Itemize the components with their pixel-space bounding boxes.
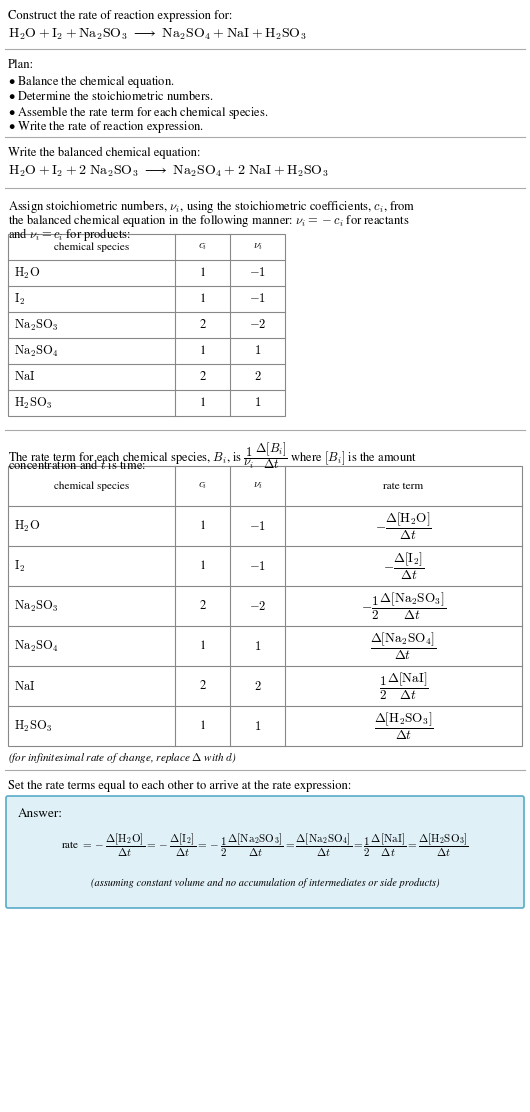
Text: Assign stoichiometric numbers, $\nu_i$, using the stoichiometric coefficients, $: Assign stoichiometric numbers, $\nu_i$, … xyxy=(8,198,416,215)
Text: 1: 1 xyxy=(199,560,206,572)
Text: $\mathrm{H_2O + I_2 + 2\ Na_2SO_3 \ \longrightarrow \ Na_2SO_4 + 2\ NaI + H_2SO_: $\mathrm{H_2O + I_2 + 2\ Na_2SO_3 \ \lon… xyxy=(8,163,329,179)
Text: 1: 1 xyxy=(199,294,206,305)
Text: rate term: rate term xyxy=(383,481,423,490)
Text: $\mathrm{Na_2SO_3}$: $\mathrm{Na_2SO_3}$ xyxy=(14,317,58,332)
Text: $\mathrm{H_2O + I_2 + Na_2SO_3 \ \longrightarrow \ Na_2SO_4 + NaI + H_2SO_3}$: $\mathrm{H_2O + I_2 + Na_2SO_3 \ \longri… xyxy=(8,27,306,42)
Text: $c_i$: $c_i$ xyxy=(198,241,207,252)
Text: 2: 2 xyxy=(199,319,206,331)
Text: 1: 1 xyxy=(199,397,206,409)
Text: $-1$: $-1$ xyxy=(249,267,266,279)
Text: $1$: $1$ xyxy=(254,719,261,733)
Text: $-2$: $-2$ xyxy=(249,599,266,613)
Text: $-\dfrac{1}{2}\dfrac{\Delta[\mathrm{Na_2SO_3}]}{\Delta t}$: $-\dfrac{1}{2}\dfrac{\Delta[\mathrm{Na_2… xyxy=(361,590,446,622)
Text: $2$: $2$ xyxy=(254,370,261,384)
Text: $\mathrm{I_2}$: $\mathrm{I_2}$ xyxy=(14,291,25,307)
Text: $-1$: $-1$ xyxy=(249,519,266,533)
Text: $\mathrm{I_2}$: $\mathrm{I_2}$ xyxy=(14,558,25,574)
FancyBboxPatch shape xyxy=(6,796,524,909)
Text: 1: 1 xyxy=(199,641,206,652)
Text: $\bullet$ Write the rate of reaction expression.: $\bullet$ Write the rate of reaction exp… xyxy=(8,119,204,135)
Text: Set the rate terms equal to each other to arrive at the rate expression:: Set the rate terms equal to each other t… xyxy=(8,780,351,792)
Text: $\mathrm{NaI}$: $\mathrm{NaI}$ xyxy=(14,370,36,384)
Text: $-1$: $-1$ xyxy=(249,292,266,306)
Text: Construct the rate of reaction expression for:: Construct the rate of reaction expressio… xyxy=(8,10,232,22)
Text: $-1$: $-1$ xyxy=(249,559,266,573)
Text: $\nu_i$: $\nu_i$ xyxy=(253,480,262,492)
Text: $\bullet$ Determine the stoichiometric numbers.: $\bullet$ Determine the stoichiometric n… xyxy=(8,89,214,103)
Text: $\bullet$ Balance the chemical equation.: $\bullet$ Balance the chemical equation. xyxy=(8,75,175,90)
Bar xyxy=(8,466,522,746)
Text: concentration and $t$ is time:: concentration and $t$ is time: xyxy=(8,458,146,471)
Text: chemical species: chemical species xyxy=(54,242,129,251)
Text: $\bullet$ Assemble the rate term for each chemical species.: $\bullet$ Assemble the rate term for eac… xyxy=(8,105,268,121)
Text: $c_i$: $c_i$ xyxy=(198,480,207,492)
Text: $1$: $1$ xyxy=(254,345,261,357)
Text: $\dfrac{1}{2}\dfrac{\Delta[\mathrm{NaI}]}{\Delta t}$: $\dfrac{1}{2}\dfrac{\Delta[\mathrm{NaI}]… xyxy=(378,671,428,702)
Text: 2: 2 xyxy=(199,681,206,692)
Text: (for infinitesimal rate of change, replace $\Delta$ with $d$): (for infinitesimal rate of change, repla… xyxy=(8,752,237,765)
Text: $-\dfrac{\Delta[\mathrm{H_2O}]}{\Delta t}$: $-\dfrac{\Delta[\mathrm{H_2O}]}{\Delta t… xyxy=(375,510,432,542)
Text: The rate term for each chemical species, $B_i$, is $\dfrac{1}{\nu_i}\dfrac{\Delt: The rate term for each chemical species,… xyxy=(8,440,417,470)
Text: $\mathrm{Na_2SO_4}$: $\mathrm{Na_2SO_4}$ xyxy=(14,344,59,358)
Text: and $\nu_i = c_i$ for products:: and $\nu_i = c_i$ for products: xyxy=(8,226,131,244)
Text: $\mathrm{H_2SO_3}$: $\mathrm{H_2SO_3}$ xyxy=(14,718,52,734)
Text: $\mathrm{NaI}$: $\mathrm{NaI}$ xyxy=(14,679,36,693)
Text: 2: 2 xyxy=(199,371,206,383)
Text: Write the balanced chemical equation:: Write the balanced chemical equation: xyxy=(8,147,200,159)
Text: $\dfrac{\Delta[\mathrm{H_2SO_3}]}{\Delta t}$: $\dfrac{\Delta[\mathrm{H_2SO_3}]}{\Delta… xyxy=(374,711,434,742)
Text: $\mathrm{Na_2SO_3}$: $\mathrm{Na_2SO_3}$ xyxy=(14,598,58,614)
Text: the balanced chemical equation in the following manner: $\nu_i = -c_i$ for react: the balanced chemical equation in the fo… xyxy=(8,212,410,229)
Text: $\mathrm{Na_2SO_4}$: $\mathrm{Na_2SO_4}$ xyxy=(14,638,59,654)
Text: $\nu_i$: $\nu_i$ xyxy=(253,241,262,252)
Text: 2: 2 xyxy=(199,600,206,612)
Text: $2$: $2$ xyxy=(254,679,261,693)
Text: 1: 1 xyxy=(199,520,206,532)
Bar xyxy=(8,234,285,416)
Text: $\dfrac{\Delta[\mathrm{Na_2SO_4}]}{\Delta t}$: $\dfrac{\Delta[\mathrm{Na_2SO_4}]}{\Delt… xyxy=(370,631,437,662)
Text: chemical species: chemical species xyxy=(54,481,129,490)
Text: Answer:: Answer: xyxy=(18,808,63,820)
Text: $\mathrm{H_2SO_3}$: $\mathrm{H_2SO_3}$ xyxy=(14,396,52,410)
Text: 1: 1 xyxy=(199,345,206,357)
Text: $\mathrm{H_2O}$: $\mathrm{H_2O}$ xyxy=(14,518,40,534)
Text: (assuming constant volume and no accumulation of intermediates or side products): (assuming constant volume and no accumul… xyxy=(91,878,439,888)
Text: rate $= -\dfrac{\Delta[\mathrm{H_2O}]}{\Delta t} = -\dfrac{\Delta[\mathrm{I_2}]}: rate $= -\dfrac{\Delta[\mathrm{H_2O}]}{\… xyxy=(61,832,469,860)
Text: $\mathrm{H_2O}$: $\mathrm{H_2O}$ xyxy=(14,266,40,280)
Text: $1$: $1$ xyxy=(254,639,261,653)
Text: 1: 1 xyxy=(199,267,206,279)
Text: $1$: $1$ xyxy=(254,397,261,409)
Text: $-2$: $-2$ xyxy=(249,318,266,331)
Text: 1: 1 xyxy=(199,721,206,732)
Text: Plan:: Plan: xyxy=(8,59,34,71)
Text: $-\dfrac{\Delta[\mathrm{I_2}]}{\Delta t}$: $-\dfrac{\Delta[\mathrm{I_2}]}{\Delta t}… xyxy=(383,550,424,582)
